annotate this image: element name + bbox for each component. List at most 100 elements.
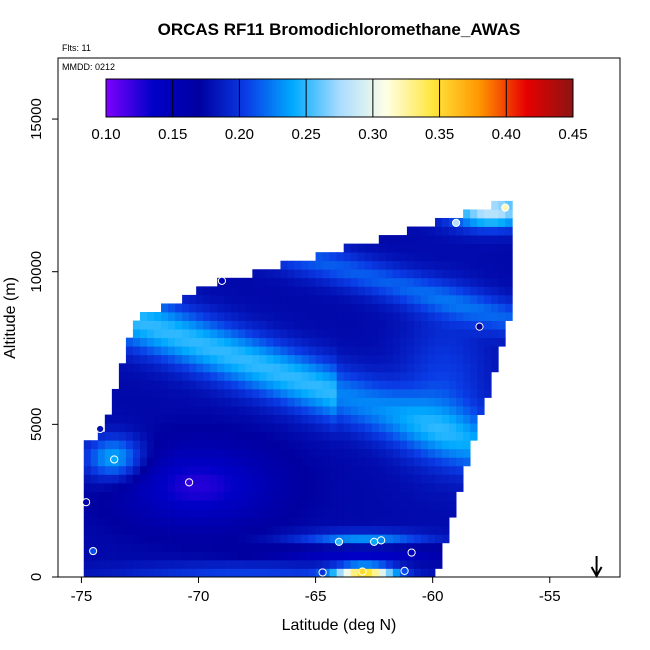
field-cell [435,294,443,304]
field-cell [118,406,127,415]
field-cell [371,568,380,578]
field-cell [287,346,295,356]
field-cell [505,235,513,245]
field-cell [315,559,323,569]
field-cell [196,508,204,518]
field-cell [118,525,127,535]
field-cell [196,397,204,407]
field-cell [266,329,274,339]
field-cell [378,286,387,296]
field-cell [196,491,204,501]
field-cell [259,294,267,304]
field-cell [357,423,366,433]
field-cell [477,406,485,415]
field-cell [196,312,204,321]
field-cell [238,406,246,415]
field-cell [118,414,127,424]
field-cell [252,406,260,415]
field-cell [435,329,443,339]
field-cell [406,423,415,433]
field-cell [210,388,218,398]
field-cell [273,354,281,364]
field-cell [224,363,232,373]
field-cell [231,312,239,321]
field-cell [301,329,309,339]
field-cell [182,320,190,330]
field-cell [280,474,288,484]
field-cell [435,474,443,484]
field-cell [484,371,492,381]
field-cell [154,491,162,501]
field-cell [420,397,429,407]
field-cell [210,303,218,313]
field-cell [491,354,499,364]
field-cell [118,508,127,518]
field-cell [484,337,492,347]
field-cell [139,414,148,424]
field-cell [378,491,387,501]
field-cell [266,303,274,313]
field-cell [406,406,415,415]
field-cell [491,235,499,245]
field-cell [132,534,141,544]
field-cell [364,551,373,561]
field-cell [470,414,478,424]
field-cell [427,465,436,475]
field-cell [210,312,218,321]
field-cell [371,286,380,296]
field-cell [329,371,338,381]
field-cell [154,397,162,407]
field-cell [238,491,246,501]
field-cell [357,320,366,330]
field-cell [224,414,232,424]
field-cell [336,346,345,356]
field-cell [104,482,113,492]
field-cell [442,431,450,441]
field-cell [245,474,253,484]
field-cell [125,534,134,544]
field-cell [203,457,211,467]
field-cell [252,320,260,330]
field-cell [252,457,260,467]
field-cell [343,559,352,569]
field-cell [399,363,408,373]
field-cell [111,542,120,552]
field-cell [224,312,232,321]
field-cell [427,252,436,262]
field-cell [203,517,211,527]
field-cell [231,346,239,356]
field-cell [217,542,225,552]
field-cell [371,440,380,450]
field-cell [336,551,345,561]
field-cell [449,320,457,330]
field-cell [364,312,373,321]
field-cell [413,294,422,304]
field-cell [456,303,464,313]
field-cell [273,448,281,458]
field-cell [203,542,211,552]
field-cell [427,243,436,253]
field-cell [146,465,155,475]
field-cell [357,294,366,304]
field-cell [266,337,274,347]
field-cell [371,500,380,510]
field-cell [357,260,366,270]
field-cell [336,337,345,347]
field-cell [385,508,394,518]
field-cell [427,500,436,510]
field-cell [154,568,162,578]
field-cell [456,465,464,475]
field-cell [252,371,260,381]
field-cell [505,312,513,321]
x-tick-label: -60 [422,588,444,605]
field-cell [245,397,253,407]
field-cell [385,500,394,510]
field-cell [83,517,92,527]
field-cell [168,551,176,561]
field-cell [266,500,274,510]
field-cell [336,474,345,484]
field-cell [399,474,408,484]
field-cell [385,363,394,373]
field-cell [364,252,373,262]
field-cell [294,491,302,501]
